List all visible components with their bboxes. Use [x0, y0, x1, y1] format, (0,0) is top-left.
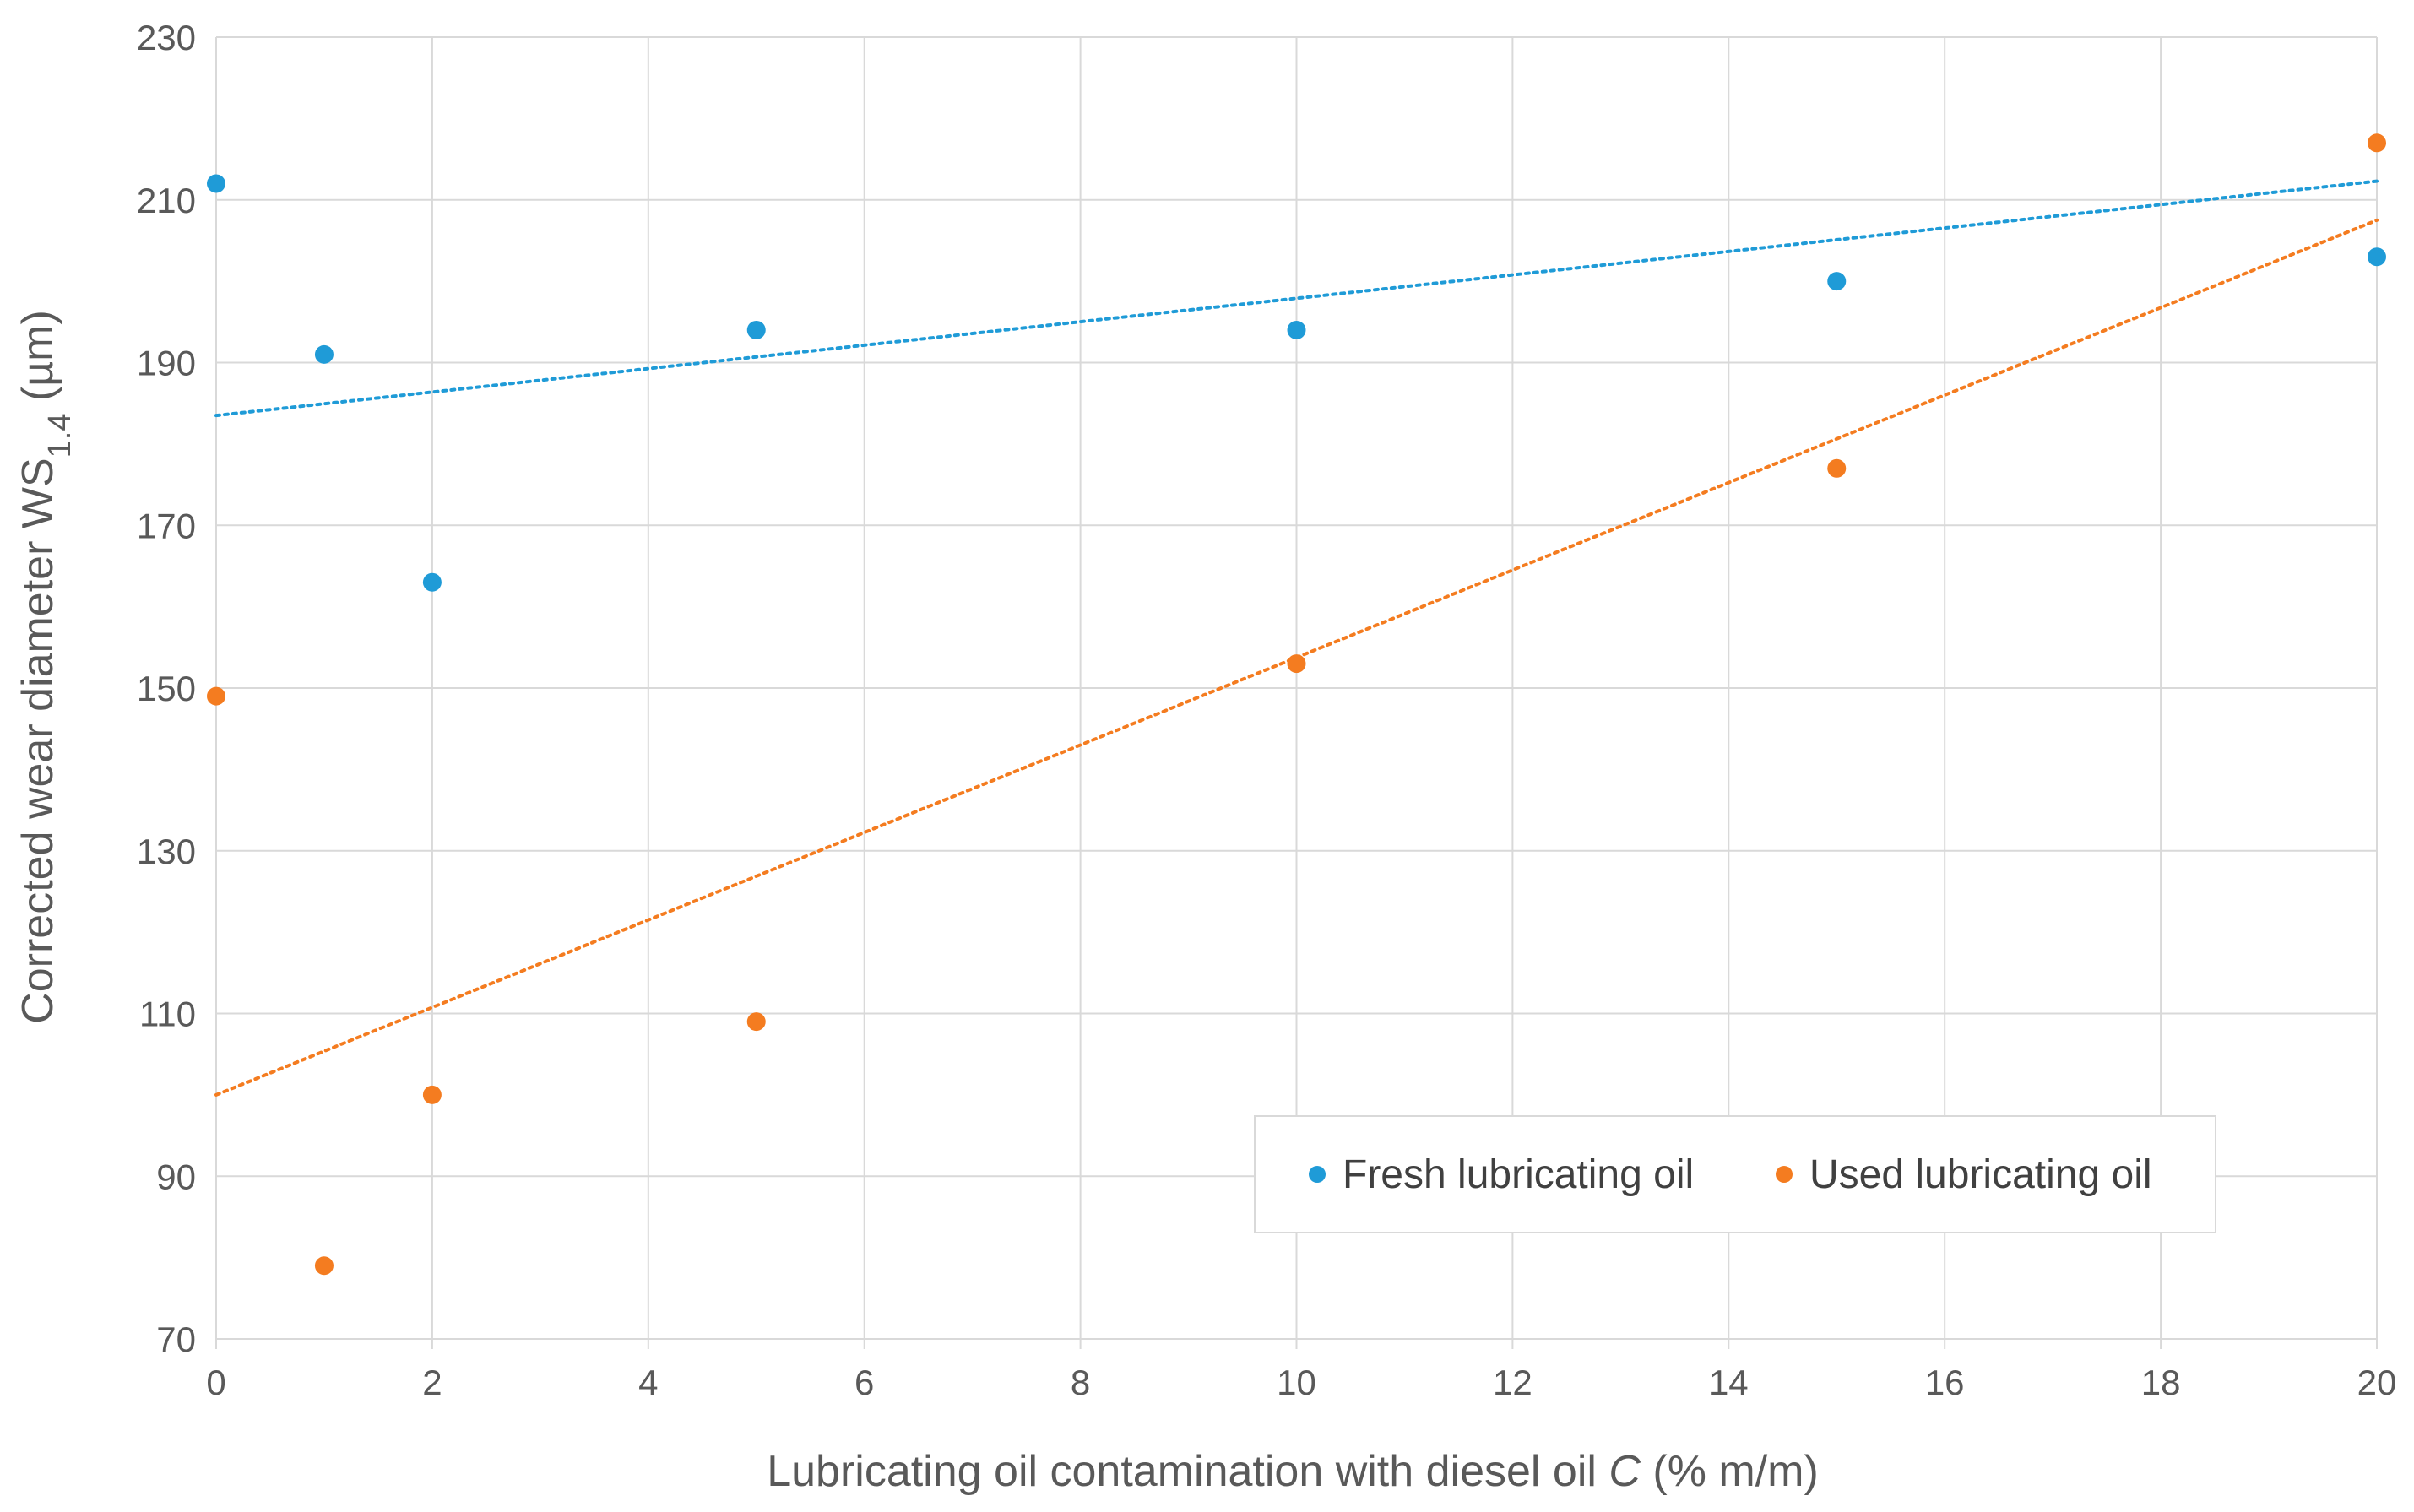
y-axis-title: Corrected wear diameter WS1.4 (µm) — [14, 310, 78, 1024]
legend: Fresh lubricating oil Used lubricating o… — [1254, 1115, 2216, 1233]
x-tick-label: 18 — [2141, 1363, 2181, 1402]
y-tick-label: 150 — [137, 669, 196, 708]
x-tick-label: 16 — [1925, 1363, 1965, 1402]
x-tick-label: 14 — [1709, 1363, 1749, 1402]
x-tick-label: 20 — [2357, 1363, 2397, 1402]
x-gridlines — [215, 37, 2378, 1349]
x-tick-label: 4 — [638, 1363, 658, 1402]
y-tick-label: 90 — [156, 1157, 196, 1196]
x-axis-title-text: Lubricating oil contamination with diese… — [767, 1447, 1608, 1496]
data-point-series-0 — [1827, 272, 1847, 291]
y-tick-label: 170 — [137, 506, 196, 545]
x-tick-labels: 0 2 4 6 8 10 12 14 16 18 20 — [206, 1363, 2396, 1402]
data-point-series-1 — [314, 1256, 334, 1276]
data-point-series-0 — [746, 320, 766, 339]
legend-label-used: Used lubricating oil — [1809, 1152, 2152, 1197]
data-point-series-0 — [422, 572, 442, 592]
data-point-series-1 — [422, 1085, 442, 1104]
y-tick-label: 210 — [137, 181, 196, 220]
trendline-series-0 — [214, 179, 2379, 418]
data-point-series-0 — [207, 174, 225, 193]
y-tick-label: 190 — [137, 344, 196, 383]
data-point-series-1 — [1827, 458, 1847, 478]
x-tick-label: 6 — [854, 1363, 874, 1402]
y-tick-label: 70 — [156, 1320, 196, 1359]
y-axis-title-text: Corrected wear diameter WS — [14, 458, 62, 1023]
data-points — [207, 133, 2386, 1276]
data-point-series-1 — [1287, 654, 1306, 674]
x-axis-title: Lubricating oil contamination with diese… — [767, 1447, 1819, 1496]
x-tick-label: 8 — [1071, 1363, 1090, 1402]
legend-marker-used — [1776, 1166, 1793, 1183]
x-tick-label: 10 — [1277, 1363, 1316, 1402]
y-tick-label: 110 — [139, 994, 196, 1034]
data-point-series-1 — [207, 686, 225, 706]
data-point-series-0 — [1287, 320, 1306, 339]
legend-box — [1254, 1115, 2216, 1233]
y-axis-title-subscript: 1.4 — [42, 414, 78, 458]
y-tick-label: 230 — [137, 18, 196, 57]
x-tick-label: 12 — [1493, 1363, 1532, 1402]
x-axis-title-variable: C — [1608, 1447, 1641, 1496]
x-axis-title-unit: (% m/m) — [1641, 1447, 1819, 1496]
y-axis-title-unit: (µm) — [14, 310, 62, 413]
data-point-series-0 — [314, 344, 334, 364]
data-point-series-0 — [2368, 247, 2386, 267]
y-tick-label: 130 — [137, 832, 196, 871]
x-tick-label: 0 — [206, 1363, 225, 1402]
legend-label-fresh: Fresh lubricating oil — [1343, 1152, 1694, 1197]
data-point-series-1 — [2368, 133, 2386, 153]
legend-marker-fresh — [1309, 1166, 1326, 1183]
data-point-series-1 — [746, 1012, 766, 1032]
x-tick-label: 2 — [422, 1363, 442, 1402]
y-tick-labels: 70 90 110 130 150 170 190 210 230 — [137, 18, 196, 1359]
